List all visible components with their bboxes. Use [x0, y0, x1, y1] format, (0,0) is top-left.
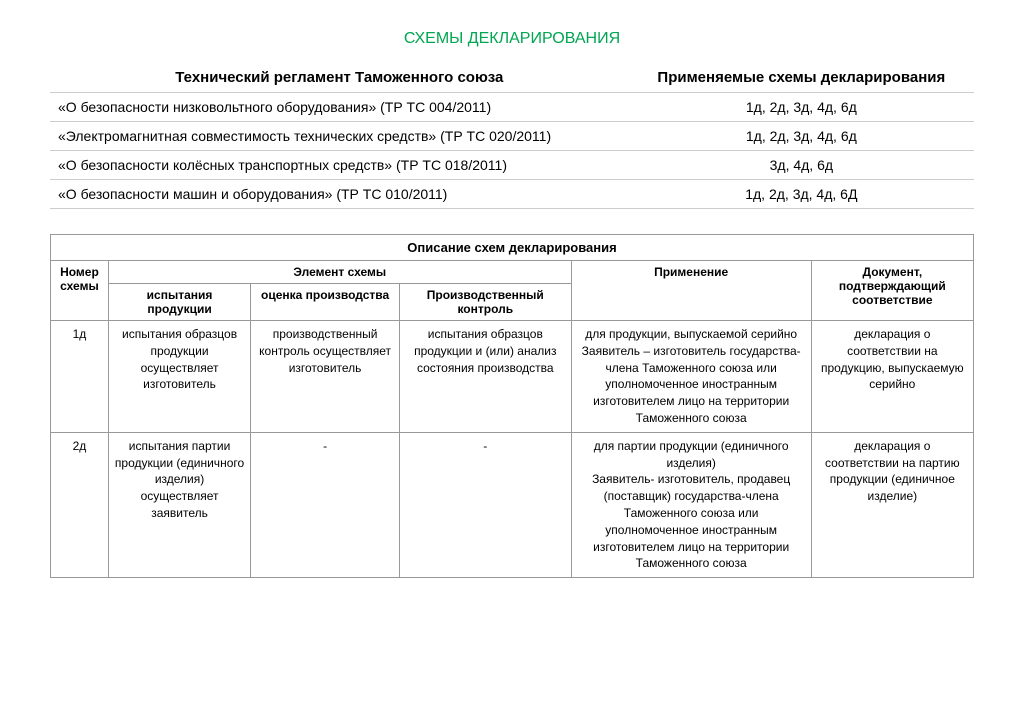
assessment-cell: производственный контроль осуществляет и…: [251, 321, 400, 433]
regulation-cell: «О безопасности низковольтного оборудова…: [50, 93, 629, 122]
header-scheme-number: Номер схемы: [51, 261, 109, 321]
table2-caption: Описание схем декларирования: [51, 235, 974, 261]
schemes-cell: 3д, 4д, 6д: [629, 151, 974, 180]
document-cell: декларация о соответствии на партию прод…: [811, 432, 973, 577]
control-cell: испытания образцов продукции и (или) ана…: [399, 321, 571, 433]
schemes-cell: 1д, 2д, 3д, 4д, 6д: [629, 122, 974, 151]
testing-cell: испытания образцов продукции осуществляе…: [108, 321, 250, 433]
scheme-description-table: Описание схем декларирования Номер схемы…: [50, 234, 974, 578]
header-application: Применение: [571, 261, 811, 321]
subheader-assessment: оценка производства: [251, 284, 400, 321]
header-scheme-element: Элемент схемы: [108, 261, 571, 284]
assessment-cell: -: [251, 432, 400, 577]
scheme-number-cell: 2д: [51, 432, 109, 577]
table1-header-regulation: Технический регламент Таможенного союза: [50, 63, 629, 93]
control-cell: -: [399, 432, 571, 577]
subheader-control: Производственный контроль: [399, 284, 571, 321]
schemes-cell: 1д, 2д, 3д, 4д, 6д: [629, 93, 974, 122]
regulation-cell: «О безопасности колёсных транспортных ср…: [50, 151, 629, 180]
application-cell: для продукции, выпускаемой серийноЗаявит…: [571, 321, 811, 433]
document-cell: декларация о соответствии на продукцию, …: [811, 321, 973, 433]
scheme-number-cell: 1д: [51, 321, 109, 433]
table-row: «О безопасности машин и оборудования» (Т…: [50, 180, 974, 209]
regulation-cell: «Электромагнитная совместимость техничес…: [50, 122, 629, 151]
table-row: «О безопасности низковольтного оборудова…: [50, 93, 974, 122]
testing-cell: испытания партии продукции (единичного и…: [108, 432, 250, 577]
page-title: СХЕМЫ ДЕКЛАРИРОВАНИЯ: [50, 30, 974, 48]
regulation-cell: «О безопасности машин и оборудования» (Т…: [50, 180, 629, 209]
table1-header-schemes: Применяемые схемы декларирования: [629, 63, 974, 93]
table-row: «О безопасности колёсных транспортных ср…: [50, 151, 974, 180]
table-row: 1д испытания образцов продукции осуществ…: [51, 321, 974, 433]
schemes-cell: 1д, 2д, 3д, 4д, 6Д: [629, 180, 974, 209]
table-row: «Электромагнитная совместимость техничес…: [50, 122, 974, 151]
table-row: 2д испытания партии продукции (единичног…: [51, 432, 974, 577]
regulations-table: Технический регламент Таможенного союза …: [50, 63, 974, 209]
header-document: Документ, подтверждающий соответствие: [811, 261, 973, 321]
subheader-testing: испытания продукции: [108, 284, 250, 321]
application-cell: для партии продукции (единичного изделия…: [571, 432, 811, 577]
